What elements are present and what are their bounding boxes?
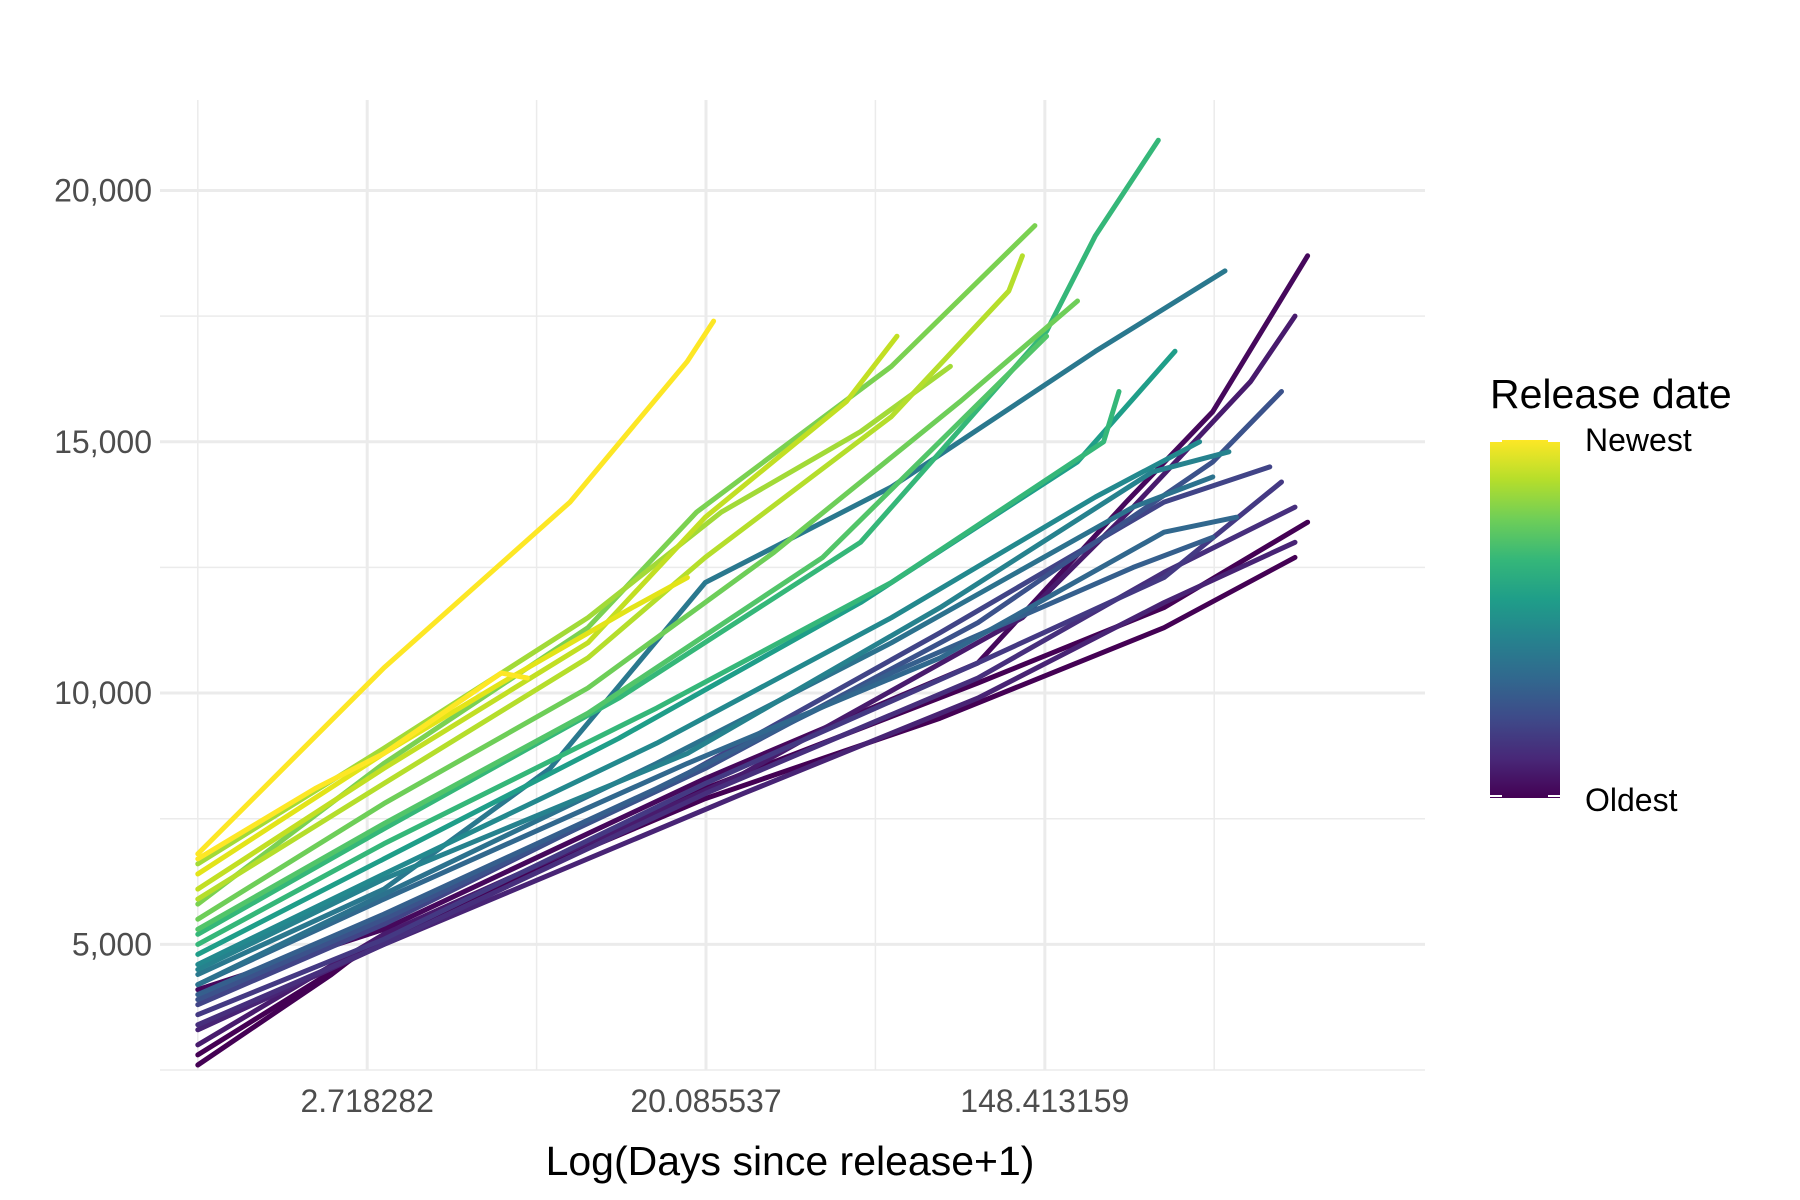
y-tick-label: 20,000 bbox=[54, 172, 152, 208]
series-line bbox=[195, 534, 1216, 998]
series-line bbox=[195, 389, 1122, 947]
legend: Release date Newest Oldest bbox=[1490, 371, 1732, 818]
series-line bbox=[195, 348, 1178, 957]
series-lines bbox=[195, 137, 1311, 1068]
series-line bbox=[195, 137, 1161, 937]
series-line bbox=[195, 253, 1025, 902]
series-line bbox=[195, 670, 530, 862]
series-line bbox=[195, 253, 1311, 993]
series-line bbox=[195, 479, 1284, 1018]
series-line bbox=[195, 333, 1050, 932]
series-line bbox=[195, 318, 717, 857]
series-line bbox=[195, 464, 1273, 1008]
series-line bbox=[195, 223, 1038, 907]
x-axis-title: Log(Days since release+1) bbox=[546, 1138, 1035, 1184]
axis-labels: 5,000 10,000 15,000 20,000 2.718282 20.085537… bbox=[54, 172, 1129, 1119]
y-tick-label: 15,000 bbox=[54, 424, 152, 460]
series-line bbox=[195, 554, 1298, 1068]
series-line bbox=[195, 268, 1228, 977]
y-tick-label: 10,000 bbox=[54, 675, 152, 711]
series-line bbox=[195, 439, 1203, 967]
legend-label-newest: Newest bbox=[1585, 422, 1692, 458]
series-line bbox=[195, 514, 1239, 988]
series-line bbox=[195, 298, 1080, 922]
x-tick-label: 148.413159 bbox=[960, 1083, 1129, 1119]
series-line bbox=[195, 575, 690, 877]
legend-label-oldest: Oldest bbox=[1585, 782, 1678, 818]
legend-title: Release date bbox=[1490, 371, 1732, 417]
x-tick-label: 20.085537 bbox=[630, 1083, 781, 1119]
y-tick-label: 5,000 bbox=[72, 926, 152, 962]
x-tick-label: 2.718282 bbox=[300, 1083, 433, 1119]
series-line bbox=[195, 333, 900, 892]
series-line bbox=[195, 449, 1232, 972]
legend-colorbar bbox=[1490, 440, 1560, 798]
